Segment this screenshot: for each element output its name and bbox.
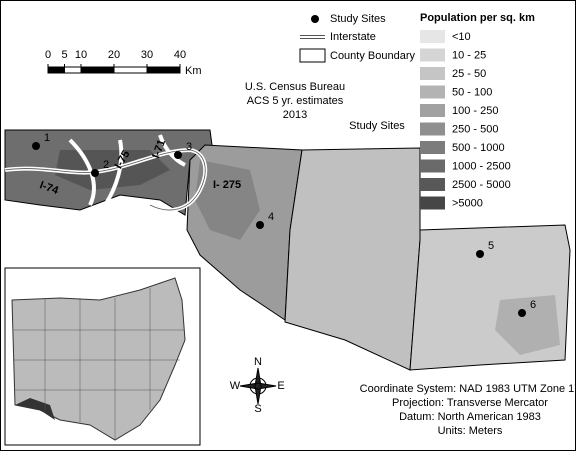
study-site [518, 309, 526, 317]
site-label: 1 [44, 132, 50, 144]
legend-swatch [420, 85, 445, 99]
projection-text: Units: Meters [438, 425, 503, 437]
interstate-label: I- 275 [213, 179, 241, 191]
source-text: U.S. Census Bureau [245, 81, 345, 93]
legend-label: 250 - 500 [452, 123, 498, 135]
legend-dot [311, 15, 319, 23]
scale-label: 40 [174, 49, 186, 61]
inset-grid [14, 288, 184, 440]
scale-segment [147, 67, 180, 73]
scale-label: 30 [141, 49, 153, 61]
legend-title: Population per sq. km [420, 12, 535, 24]
legend-county [299, 48, 326, 63]
legend-label: 10 - 25 [452, 49, 486, 61]
legend-label: County Boundary [330, 50, 415, 62]
legend-label: Interstate [330, 31, 376, 43]
legend-label: 25 - 50 [452, 68, 486, 80]
scale-label: 0 [45, 49, 51, 61]
scale-label: 20 [108, 49, 120, 61]
source-text: 2013 [283, 109, 307, 121]
interstate [4, 149, 206, 211]
area [495, 295, 560, 355]
legend-swatch [420, 48, 445, 62]
legend-swatch [420, 178, 445, 191]
legend-label: <10 [452, 31, 471, 43]
study-sites-label: Study Sites [349, 120, 405, 132]
legend-label: Study Sites [330, 13, 386, 25]
dense-area [195, 160, 260, 240]
scale-label: 5 [61, 49, 67, 61]
compass-label: E [277, 380, 284, 392]
study-site [32, 142, 40, 150]
study-site [91, 169, 99, 177]
site-label: 2 [103, 159, 109, 171]
compass-label: W [230, 380, 241, 392]
scale-label: 10 [75, 49, 87, 61]
legend-swatch [420, 159, 445, 173]
legend-swatch [420, 196, 445, 210]
projection-text: Projection: Transverse Mercator [392, 397, 548, 409]
site-label: 3 [186, 141, 192, 153]
legend-label: 2500 - 5000 [452, 179, 511, 191]
interstate [158, 134, 186, 167]
projection-text: Datum: North American 1983 [399, 411, 541, 423]
scale-segment [81, 67, 114, 73]
compass-label: S [254, 403, 261, 415]
compass-label: N [254, 356, 262, 368]
legend-swatch [420, 141, 445, 154]
legend-label: 500 - 1000 [452, 142, 505, 154]
legend-swatch [420, 104, 445, 117]
site-label: 4 [268, 211, 274, 223]
scale-unit: Km [185, 65, 202, 77]
site-label: 5 [488, 240, 494, 252]
study-site [476, 250, 484, 258]
site-label: 6 [530, 299, 536, 311]
study-site [174, 151, 182, 159]
legend-label: 100 - 250 [452, 105, 498, 117]
study-site [256, 221, 264, 229]
legend-swatch [420, 67, 445, 80]
interstate-casing [4, 149, 206, 211]
source-text: ACS 5 yr. estimates [247, 95, 344, 107]
projection-text: Coordinate System: NAD 1983 UTM Zone 17 [360, 383, 576, 395]
legend-label: 50 - 100 [452, 86, 492, 98]
compass [239, 367, 277, 405]
legend-swatch [420, 30, 445, 43]
legend-label: >5000 [452, 197, 483, 209]
interstate [103, 139, 124, 207]
legend-label: 1000 - 2500 [452, 160, 511, 172]
legend-swatch [420, 122, 445, 136]
scale-segment [48, 67, 65, 73]
